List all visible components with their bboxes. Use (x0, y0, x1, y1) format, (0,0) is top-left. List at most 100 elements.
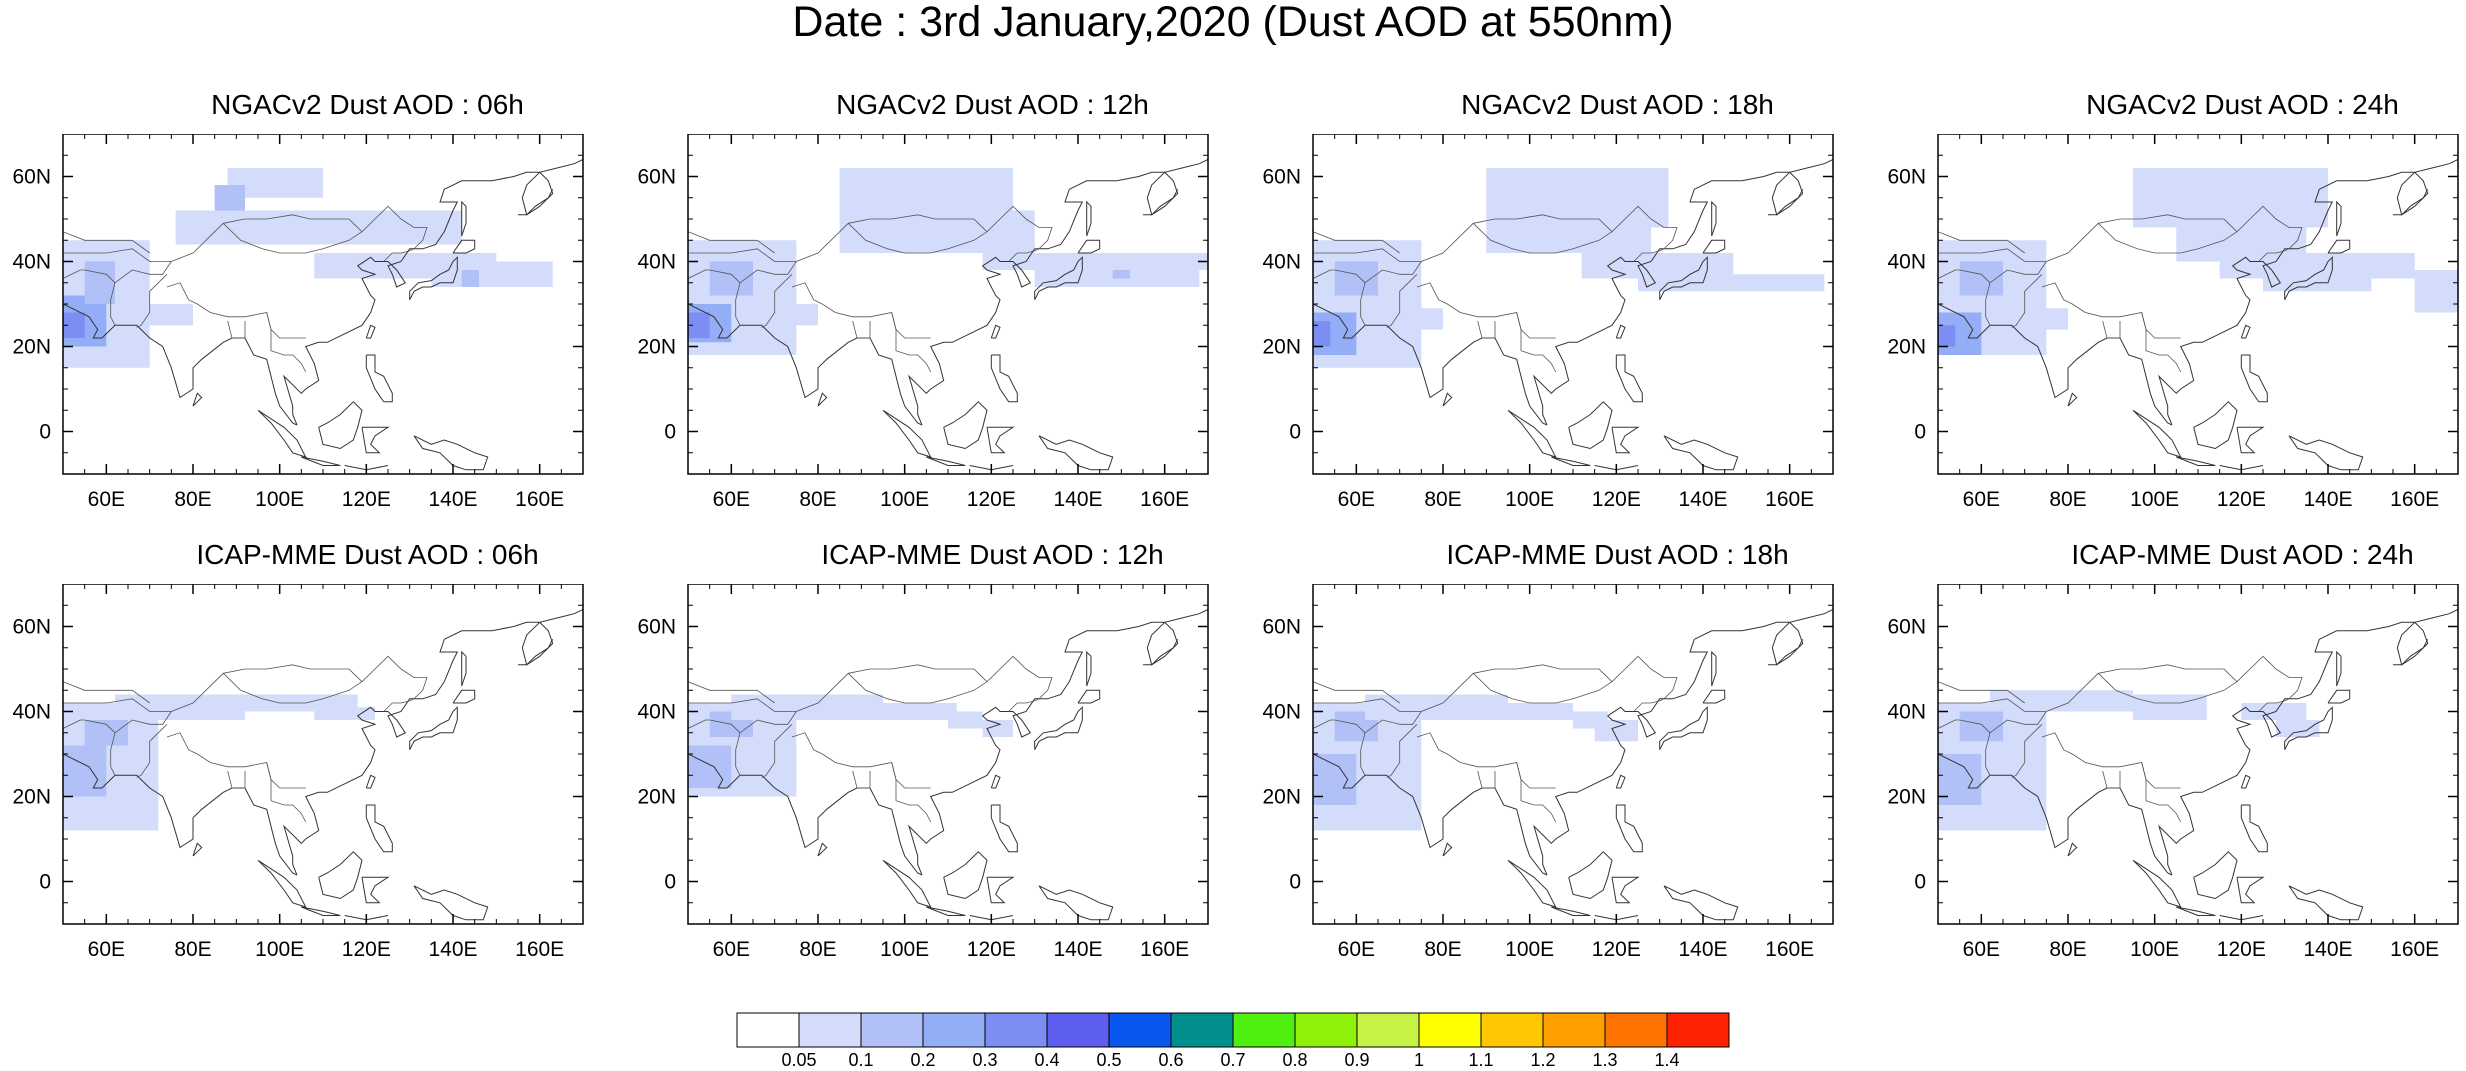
coastline (409, 256, 458, 301)
lon-tick-label: 60E (1338, 938, 1375, 961)
lat-tick-label: 60N (637, 166, 676, 189)
coastline (2132, 859, 2182, 908)
map-panel: NGACv2 Dust AOD : 06h 60E 80E 100E 120E 140E 1… (12, 89, 680, 535)
coastline (1611, 426, 1640, 454)
lat-tick-label: 60N (637, 616, 676, 639)
panel-title: ICAP-MME Dust AOD : 18h (1446, 539, 1789, 570)
coastline (1077, 239, 1101, 254)
lat-tick-label: 60N (1887, 616, 1926, 639)
country-border (1416, 732, 1556, 789)
country-border (688, 269, 710, 279)
coastline (1507, 859, 1557, 908)
lat-tick-label: 40N (637, 701, 676, 724)
colorbar-label: 1.3 (1592, 1050, 1617, 1068)
panel-title: NGACv2 Dust AOD : 06h (211, 89, 524, 120)
coastline (409, 706, 458, 751)
dust-aod-region (1959, 711, 2003, 742)
map-panel: ICAP-MME Dust AOD : 06h 60E 80E 100E 120E 140… (12, 539, 680, 985)
dust-aod-region (1365, 694, 1508, 720)
coastline (1768, 639, 1804, 666)
lon-tick-label: 160E (1140, 488, 1189, 511)
colorbar-label: 0.3 (972, 1050, 997, 1068)
coastline (1442, 842, 1453, 857)
colorbar-label: 1.2 (1530, 1050, 1555, 1068)
dust-aod-region (63, 312, 85, 338)
coastline (1038, 435, 1114, 471)
lon-tick-label: 160E (2390, 488, 2439, 511)
country-border (1477, 320, 1496, 339)
coastline (282, 159, 583, 426)
country-border (1633, 250, 1660, 262)
lat-tick-label: 40N (12, 701, 51, 724)
coastline (2240, 354, 2268, 403)
dust-aod-region (2133, 694, 2207, 720)
coastline (2067, 842, 2078, 857)
country-border (1611, 205, 1678, 252)
lat-tick-label: 0 (664, 421, 676, 444)
lat-tick-label: 20N (637, 786, 676, 809)
colorbar-swatch (922, 1012, 986, 1048)
colorbar-swatch (1294, 1012, 1358, 1048)
lat-tick-label: 0 (39, 871, 51, 894)
lon-tick-label: 80E (2049, 938, 2086, 961)
coastline (2176, 906, 2216, 916)
coastline (2157, 609, 2458, 876)
coastline (1034, 706, 1083, 751)
coastline (926, 456, 966, 466)
country-border (2041, 282, 2181, 339)
dust-aod-region (84, 261, 115, 304)
lat-tick-label: 0 (1289, 421, 1301, 444)
country-border (688, 698, 797, 712)
dust-aod-region (1798, 274, 1825, 292)
lon-tick-label: 60E (1963, 488, 2000, 511)
lon-tick-label: 120E (2217, 488, 2266, 511)
coastline (943, 401, 988, 450)
colorbar-swatch (1480, 1012, 1544, 1048)
country-border (1959, 719, 1991, 776)
coastline (2336, 200, 2342, 237)
dust-aod-region (2414, 270, 2458, 313)
lon-tick-label: 140E (2303, 938, 2352, 961)
lon-tick-label: 140E (1678, 488, 1727, 511)
country-border (1313, 231, 1400, 254)
coastline (361, 426, 390, 454)
country-border (114, 214, 363, 284)
lat-tick-label: 0 (664, 871, 676, 894)
colorbar-label: 1 (1414, 1050, 1424, 1068)
country-border (1938, 269, 1960, 279)
coastline (2236, 426, 2265, 454)
lon-tick-label: 100E (880, 938, 929, 961)
lat-tick-label: 0 (1914, 871, 1926, 894)
country-border (2236, 205, 2303, 252)
coastline (1143, 189, 1179, 216)
coastline (2157, 159, 2458, 426)
country-border (63, 698, 172, 712)
country-border (1938, 248, 2047, 262)
country-border (739, 664, 988, 734)
lon-tick-label: 120E (967, 488, 1016, 511)
country-border (63, 719, 85, 729)
country-border (986, 205, 1053, 252)
panel-title: ICAP-MME Dust AOD : 06h (196, 539, 539, 570)
lat-tick-label: 20N (1887, 336, 1926, 359)
country-border (1989, 664, 2238, 734)
lat-tick-label: 0 (1914, 421, 1926, 444)
lat-tick-label: 60N (12, 166, 51, 189)
country-border (2102, 320, 2121, 339)
coastline (1938, 753, 2173, 876)
dust-aod-region (63, 745, 107, 797)
colorbar-label: 0.05 (781, 1050, 816, 1068)
dust-aod-region (1938, 754, 1982, 805)
country-border (1334, 719, 1366, 776)
coastline (461, 650, 467, 687)
country-border (166, 282, 306, 339)
lon-tick-label: 140E (428, 488, 477, 511)
dust-aod-region (982, 253, 1208, 270)
country-border (791, 732, 931, 789)
country-border (2236, 655, 2303, 702)
coastline (282, 609, 583, 876)
country-border (1334, 269, 1366, 326)
dust-aod-region (1508, 703, 1573, 720)
country-border (2102, 770, 2121, 789)
coastline (1711, 650, 1717, 687)
